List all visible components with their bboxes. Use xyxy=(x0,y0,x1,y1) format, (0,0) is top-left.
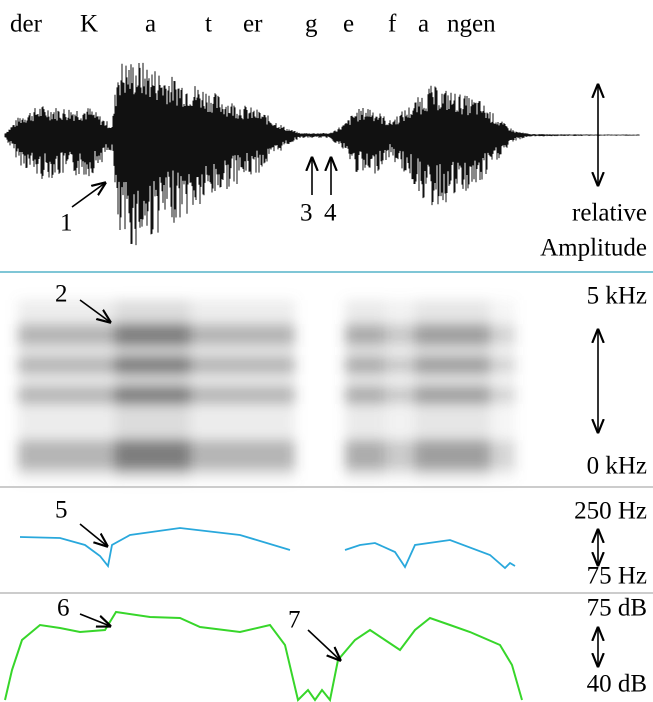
transcript-segment: K xyxy=(80,11,98,38)
transcript-segment: t xyxy=(205,11,212,38)
formant-band xyxy=(490,324,515,346)
axis-label: Amplitude xyxy=(540,235,647,262)
formant-band xyxy=(415,356,490,374)
formant-band xyxy=(190,324,295,346)
formant-band xyxy=(115,386,190,404)
marker-label: 3 xyxy=(300,200,313,227)
waveform-trace xyxy=(4,62,640,246)
axis-label: 40 dB xyxy=(587,671,647,698)
formant-band xyxy=(190,356,295,374)
pitch-contour xyxy=(344,539,516,570)
axis-label: 75 Hz xyxy=(587,563,647,590)
waveform xyxy=(4,62,640,246)
marker-label: 6 xyxy=(57,595,70,622)
formant-band xyxy=(490,386,515,404)
intensity-contour xyxy=(4,610,523,702)
transcript-segment: ngen xyxy=(447,11,496,38)
formant-band xyxy=(190,440,295,470)
transcript-segment: g xyxy=(305,11,318,38)
marker-label: 2 xyxy=(55,281,68,308)
axis-label: 75 dB xyxy=(587,595,647,622)
formant-band xyxy=(115,356,190,374)
marker-label: 4 xyxy=(324,200,337,227)
formant-band xyxy=(345,324,385,346)
formant-band xyxy=(18,440,115,470)
formant-band xyxy=(18,324,115,346)
formant-band xyxy=(490,440,515,470)
transcript-segment: a xyxy=(145,11,156,38)
spectrogram xyxy=(18,300,515,480)
marker-label: 7 xyxy=(288,607,301,634)
pitch-contour xyxy=(19,527,291,569)
axis-label: 5 kHz xyxy=(587,283,647,310)
arrow xyxy=(71,183,105,208)
formant-band xyxy=(345,356,385,374)
formant-band xyxy=(115,324,190,346)
formant-band xyxy=(18,356,115,374)
transcript-segment: e xyxy=(343,11,354,38)
transcript-segment: f xyxy=(388,11,397,38)
arrow xyxy=(307,629,340,660)
formant-band xyxy=(18,386,115,404)
transcript-segment: der xyxy=(10,11,43,38)
formant-band xyxy=(415,440,490,470)
arrow xyxy=(79,299,110,322)
marker-label: 1 xyxy=(60,210,73,237)
formant-band xyxy=(415,324,490,346)
arrow xyxy=(79,523,107,546)
formant-band xyxy=(385,356,415,374)
formant-band xyxy=(385,324,415,346)
formant-band xyxy=(415,386,490,404)
formant-band xyxy=(345,386,385,404)
transcript-segment: er xyxy=(243,11,263,38)
arrow xyxy=(79,613,110,626)
axis-label: 0 kHz xyxy=(587,453,647,480)
marker-label: 5 xyxy=(55,497,68,524)
transcript-segment: a xyxy=(418,11,429,38)
axis-label: relative xyxy=(572,200,647,227)
formant-band xyxy=(490,356,515,374)
axis-label: 250 Hz xyxy=(574,498,647,525)
formant-band xyxy=(385,440,415,470)
formant-band xyxy=(345,440,385,470)
formant-band xyxy=(385,386,415,404)
formant-band xyxy=(190,386,295,404)
formant-band xyxy=(115,440,190,470)
